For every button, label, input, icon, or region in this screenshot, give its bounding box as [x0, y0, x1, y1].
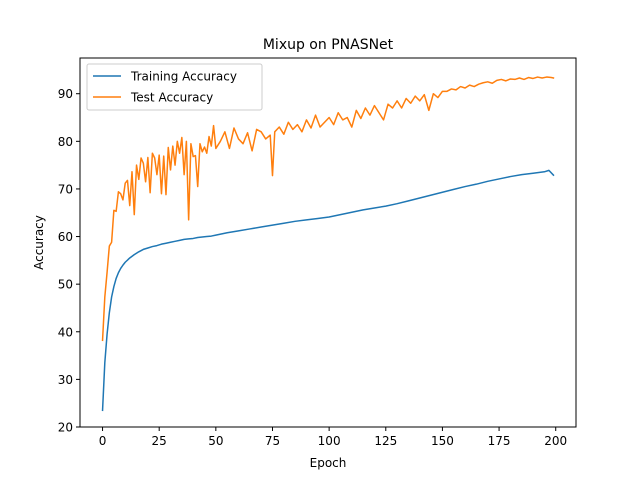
x-tick-label-75: 75	[265, 434, 280, 448]
x-axis-label: Epoch	[310, 456, 347, 470]
chart-title: Mixup on PNASNet	[263, 37, 394, 53]
y-tick-label-70: 70	[58, 182, 73, 196]
y-tick-label-20: 20	[58, 421, 73, 435]
x-tick-label-50: 50	[208, 434, 223, 448]
x-tick-label-150: 150	[431, 434, 454, 448]
y-tick-label-80: 80	[58, 135, 73, 149]
plot-frame	[79, 57, 577, 428]
series-layer	[101, 76, 555, 412]
series-line-training-accuracy	[101, 169, 555, 412]
x-tick-label-125: 125	[374, 434, 397, 448]
legend: Training Accuracy Test Accuracy	[86, 63, 263, 111]
x-tick-label-200: 200	[544, 434, 567, 448]
legend-box	[86, 63, 263, 111]
y-axis-label: Accuracy	[32, 215, 46, 270]
y-tick-label-40: 40	[58, 325, 73, 339]
legend-label-test-accuracy: Test Accuracy	[130, 91, 213, 105]
series-line-test-accuracy	[101, 76, 555, 342]
y-axis-ticks: 20 30 40 50 60 70 80 90	[58, 87, 80, 435]
y-tick-label-60: 60	[58, 230, 73, 244]
x-tick-label-0: 0	[99, 434, 107, 448]
y-tick-label-30: 30	[58, 373, 73, 387]
x-tick-label-100: 100	[318, 434, 341, 448]
x-tick-label-25: 25	[152, 434, 167, 448]
x-tick-label-175: 175	[488, 434, 511, 448]
x-axis-ticks: 0 25 50 75 100 125 150 175 200	[99, 427, 567, 448]
legend-label-training-accuracy: Training Accuracy	[130, 70, 237, 84]
plot-area	[79, 57, 577, 428]
y-tick-label-90: 90	[58, 87, 73, 101]
y-tick-label-50: 50	[58, 278, 73, 292]
